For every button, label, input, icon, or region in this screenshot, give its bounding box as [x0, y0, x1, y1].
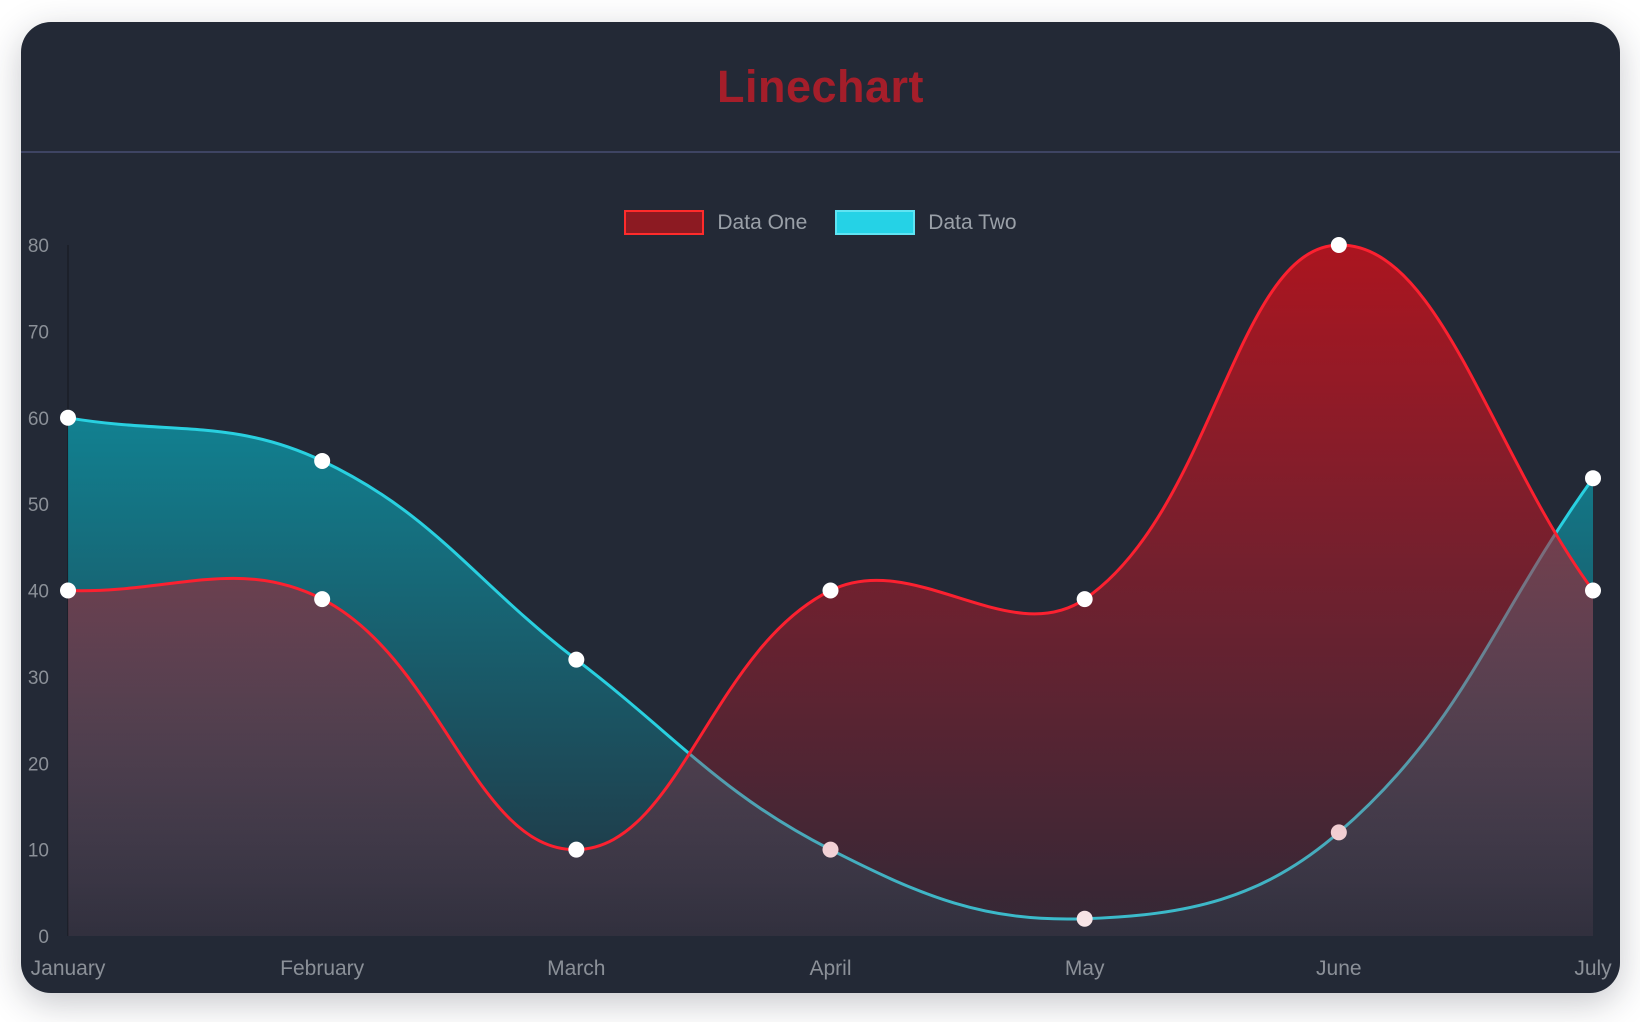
- series-data-one-line[interactable]: [66, 243, 1595, 852]
- legend-swatch-data-two: [835, 210, 916, 235]
- x-tick-label-april: April: [809, 957, 851, 980]
- series-data-one-point-february[interactable]: [314, 591, 331, 608]
- series-data-one-point-june[interactable]: [1330, 237, 1347, 253]
- x-tick-label-june: June: [1316, 957, 1362, 980]
- y-tick-label-40: 40: [28, 582, 49, 603]
- series-data-one-point-may[interactable]: [1076, 591, 1093, 608]
- x-tick-label-february: February: [280, 957, 365, 980]
- chart-card: Linechart Data One Data Two 0 10 20 30 40 50 6…: [21, 22, 1620, 993]
- x-tick-label-july: July: [1574, 957, 1612, 980]
- series-data-one-point-january[interactable]: [60, 582, 76, 599]
- chart-title: Linechart: [716, 60, 925, 112]
- legend-swatch-data-one: [624, 210, 705, 235]
- series-data-two-point-july[interactable]: [1585, 470, 1601, 487]
- line-chart-canvas[interactable]: 0 10 20 30 40 50 60 70 80 January February March Apr…: [21, 22, 1620, 993]
- series-data-two-point-january[interactable]: [60, 409, 76, 426]
- x-tick-label-january: January: [31, 957, 106, 980]
- y-tick-label-80: 80: [28, 236, 49, 257]
- series-data-one-area: [68, 244, 1593, 937]
- chart-legend: Data One Data Two: [21, 210, 1620, 235]
- y-tick-label-10: 10: [28, 841, 49, 862]
- chart-header: Linechart: [21, 22, 1620, 153]
- series-data-two-point-february[interactable]: [314, 452, 331, 469]
- series-data-two-point-march[interactable]: [568, 651, 585, 668]
- x-tick-label-may: May: [1065, 957, 1105, 980]
- y-tick-label-20: 20: [28, 754, 49, 775]
- y-tick-label-60: 60: [28, 409, 49, 430]
- legend-label-data-one: Data One: [717, 210, 808, 234]
- y-tick-label-0: 0: [38, 927, 49, 948]
- x-tick-label-march: March: [547, 957, 605, 980]
- legend-item-data-one[interactable]: Data One: [624, 210, 807, 235]
- series-data-one-point-march[interactable]: [568, 841, 585, 858]
- y-tick-label-50: 50: [28, 495, 49, 516]
- y-tick-label-30: 30: [28, 668, 49, 689]
- series-data-one-point-april[interactable]: [822, 582, 839, 599]
- legend-label-data-two: Data Two: [928, 210, 1017, 234]
- series-data-one-point-july[interactable]: [1585, 582, 1601, 599]
- legend-item-data-two[interactable]: Data Two: [835, 210, 1017, 235]
- y-tick-label-70: 70: [28, 322, 49, 343]
